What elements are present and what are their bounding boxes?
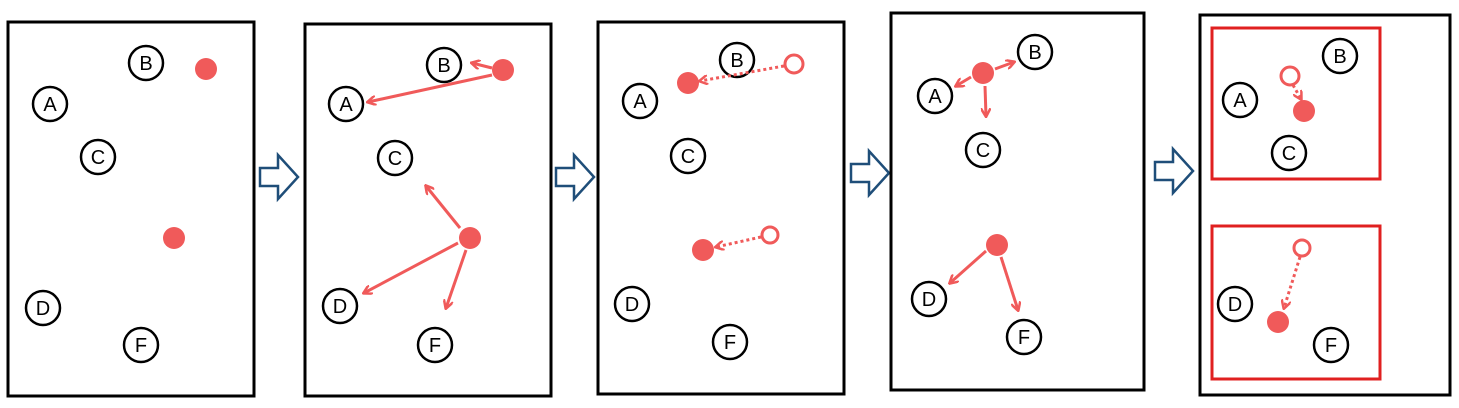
panel-3-move-arrow-2 [716, 235, 762, 247]
panel-1-node-a: A [31, 85, 69, 123]
svg-text:A: A [633, 91, 647, 113]
panel-2: B A C D F [303, 22, 553, 398]
panel-2-assign-arrow-d [364, 241, 459, 293]
panel-5-old-centroid-1 [1279, 65, 1301, 87]
panel-2-centroid-1 [492, 59, 514, 81]
flow-arrow-4 [1153, 145, 1195, 197]
panel-3-node-c: C [669, 137, 707, 175]
panel-4-node-a: A [916, 77, 954, 115]
panel-1: B A C D F [6, 20, 256, 398]
panel-2-node-d: D [321, 287, 359, 325]
panel-1-node-f: F [122, 326, 160, 364]
svg-text:F: F [135, 335, 147, 357]
svg-text:F: F [1018, 327, 1030, 349]
panel-4: B A C D F [889, 11, 1146, 392]
svg-text:C: C [976, 140, 990, 162]
panel-2-assign-arrow-f [446, 249, 468, 308]
svg-text:D: D [1228, 294, 1242, 316]
panel-3-node-b: B [718, 41, 756, 79]
svg-text:C: C [91, 147, 105, 169]
panel-5-cluster-2-box [1210, 224, 1382, 381]
svg-text:D: D [36, 298, 50, 320]
svg-text:D: D [333, 296, 347, 318]
panel-3-node-d: D [613, 285, 651, 323]
panel-5-node-b: B [1321, 37, 1359, 75]
panel-5: B A C D F [1198, 13, 1452, 397]
panel-5-node-a: A [1221, 81, 1259, 119]
panel-4-centroid-2 [986, 234, 1008, 256]
panel-4-assign-arrow-b [994, 62, 1014, 71]
svg-text:A: A [1233, 90, 1247, 112]
panel-1-centroid-1 [195, 58, 217, 80]
panel-5-node-f: F [1312, 326, 1350, 364]
svg-text:D: D [625, 294, 639, 316]
flow-arrow-2 [554, 151, 596, 203]
panel-5-node-c: C [1270, 134, 1308, 172]
panel-2-assign-arrow-a [368, 73, 493, 102]
panel-4-node-d: D [910, 280, 948, 318]
svg-text:F: F [724, 332, 736, 354]
panel-2-assign-arrow-c [426, 186, 462, 229]
svg-text:B: B [139, 53, 152, 75]
panel-4-centroid-1 [972, 62, 994, 84]
panel-4-node-c: C [964, 131, 1002, 169]
flow-arrow-1 [258, 151, 300, 203]
panel-4-assign-arrow-a [956, 75, 972, 86]
svg-text:B: B [1333, 46, 1346, 68]
svg-text:A: A [339, 94, 353, 116]
panel-4-assign-arrow-f [999, 256, 1018, 310]
panel-1-node-b: B [127, 44, 165, 82]
svg-text:F: F [429, 335, 441, 357]
panel-1-node-c: C [79, 138, 117, 176]
svg-text:B: B [1028, 42, 1041, 64]
svg-text:F: F [1325, 335, 1337, 357]
svg-text:D: D [922, 289, 936, 311]
panel-2-assign-arrow-b [472, 63, 493, 68]
panel-1-centroid-2 [163, 227, 185, 249]
panel-5-new-centroid-1 [1293, 100, 1315, 122]
panel-3-move-arrow-1 [700, 64, 785, 81]
svg-text:A: A [928, 86, 942, 108]
svg-text:C: C [388, 148, 402, 170]
svg-text:B: B [730, 50, 743, 72]
flow-arrow-3 [849, 147, 891, 199]
panel-5-move-arrow-1 [1291, 84, 1301, 99]
panel-3-node-a: A [621, 82, 659, 120]
panel-1-node-d: D [24, 289, 62, 327]
svg-text:B: B [437, 55, 450, 77]
panel-4-node-b: B [1016, 33, 1054, 71]
svg-text:C: C [1282, 143, 1296, 165]
svg-text:C: C [681, 146, 695, 168]
panel-3-node-f: F [711, 323, 749, 361]
svg-text:A: A [43, 94, 57, 116]
panel-4-assign-arrow-d [950, 249, 987, 283]
panel-2-node-b: B [425, 46, 463, 84]
panel-4-assign-arrow-c [985, 85, 986, 116]
panel-3-old-centroid-2 [760, 225, 780, 245]
panel-3-new-centroid-2 [692, 239, 714, 261]
panel-3: B A C D F [596, 20, 846, 396]
panel-2-centroid-2 [459, 227, 481, 249]
panel-5-move-arrow-2 [1284, 256, 1302, 308]
panel-5-node-d: D [1216, 285, 1254, 323]
panel-2-node-a: A [327, 85, 365, 123]
panel-5-new-centroid-2 [1267, 311, 1289, 333]
panel-2-node-f: F [416, 326, 454, 364]
panel-5-old-centroid-2 [1292, 238, 1312, 258]
panel-3-new-centroid-1 [677, 72, 699, 94]
panel-5-cluster-1-box [1210, 26, 1382, 181]
panel-3-old-centroid-1 [783, 53, 805, 75]
panel-2-node-c: C [376, 139, 414, 177]
panel-4-node-f: F [1005, 318, 1043, 356]
